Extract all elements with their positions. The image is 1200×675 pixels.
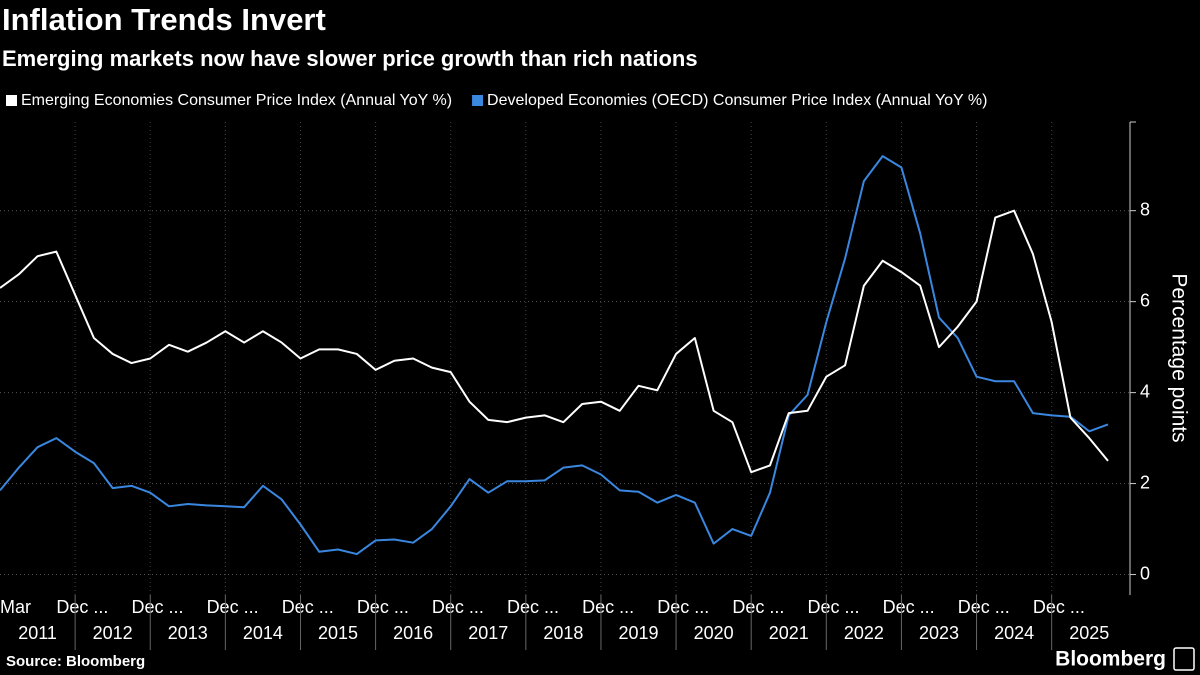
y-tick-label: 6	[1140, 290, 1150, 310]
chart-subtitle: Emerging markets now have slower price g…	[2, 46, 698, 71]
x-year-label: 2021	[769, 623, 809, 643]
x-tick-label: Dec ...	[958, 597, 1010, 617]
x-year-label: 2018	[543, 623, 583, 643]
brand-icon	[1173, 647, 1195, 671]
x-year-label: 2014	[243, 623, 283, 643]
x-tick-label: Dec ...	[207, 597, 259, 617]
x-tick-label: Dec ...	[883, 597, 935, 617]
source: Source: Bloomberg	[6, 653, 145, 670]
x-tick-label: Dec ...	[732, 597, 784, 617]
series-line	[0, 155, 1109, 556]
x-year-label: 2011	[18, 623, 57, 643]
y-tick-label: 8	[1140, 199, 1150, 219]
x-year-label: 2024	[994, 623, 1034, 643]
chart-title: Inflation Trends Invert	[2, 2, 326, 37]
x-tick-label: Dec ...	[282, 597, 334, 617]
legend-label: Developed Economies (OECD) Consumer Pric…	[487, 92, 987, 109]
y-tick-label: 0	[1140, 563, 1150, 583]
x-tick-label: Dec ...	[808, 597, 860, 617]
x-year-label: 2019	[618, 623, 658, 643]
x-year-label: 2023	[919, 623, 959, 643]
x-year-label: 2013	[168, 623, 208, 643]
x-tick-label: Dec ...	[657, 597, 709, 617]
series-line	[0, 209, 1109, 474]
x-year-label: 2020	[694, 623, 734, 643]
x-tick-label: Dec ...	[582, 597, 634, 617]
x-tick-label: Dec ...	[56, 597, 108, 617]
y-tick-label: 4	[1140, 381, 1150, 401]
x-tick-label: Dec ...	[131, 597, 183, 617]
x-tick-label: Dec ...	[432, 597, 484, 617]
brand: Bloomberg	[1055, 648, 1166, 671]
x-year-label: 2012	[93, 623, 133, 643]
x-year-label: 2015	[318, 623, 358, 643]
x-year-label: 2017	[468, 623, 508, 643]
y-axis-label: Percentage points	[1167, 273, 1190, 442]
x-year-label: 2016	[393, 623, 433, 643]
legend-swatch	[6, 95, 17, 106]
x-tick-label: Dec ...	[507, 597, 559, 617]
x-year-label: 2025	[1069, 623, 1109, 643]
x-tick-label: Dec ...	[1033, 597, 1085, 617]
x-tick-label: Mar	[0, 597, 31, 617]
y-tick-label: 2	[1140, 472, 1150, 492]
x-tick-label: Dec ...	[357, 597, 409, 617]
legend-swatch	[472, 95, 484, 106]
x-year-label: 2022	[844, 623, 884, 643]
legend-label: Emerging Economies Consumer Price Index …	[21, 92, 452, 109]
